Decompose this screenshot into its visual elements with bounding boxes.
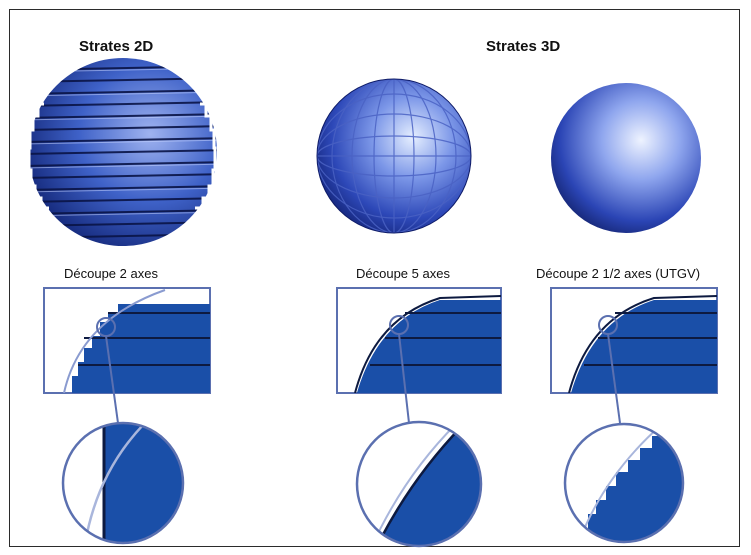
caption-five-axis: Découpe 5 axes [356, 266, 450, 281]
detail-box-two-half-axis [550, 287, 718, 424]
zoom-circle-five-axis [355, 420, 483, 548]
strata-3d-smooth-sphere [551, 83, 701, 233]
caption-two-half-axis: Découpe 2 1/2 axes (UTGV) [536, 266, 701, 281]
detail-box-five-axis [336, 287, 502, 424]
detail-box-two-axis [43, 287, 211, 424]
title-strata-2d: Strates 2D [79, 38, 154, 55]
caption-two-axis: Découpe 2 axes [64, 266, 158, 281]
zoom-circle-two-axis [61, 421, 185, 545]
strata-3d-faceted-sphere [316, 78, 472, 234]
zoom-circle-two-half-axis [563, 422, 685, 544]
strata-2d-sphere [27, 58, 217, 246]
title-strata-3d: Strates 3D [486, 38, 561, 55]
